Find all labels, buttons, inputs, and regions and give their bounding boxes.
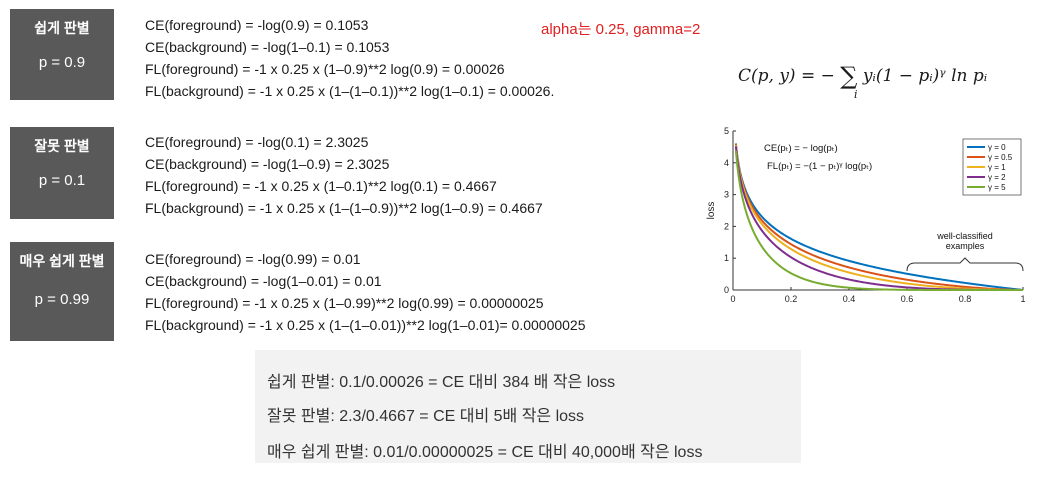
calc-line: FL(background) = -1 x 0.25 x (1–(1–0.9))…: [145, 200, 543, 216]
calc-line: FL(foreground) = -1 x 0.25 x (1–0.99)**2…: [145, 295, 544, 311]
calc-line: CE(foreground) = -log(0.1) = 2.3025: [145, 134, 369, 150]
ce-formula-annotation: CE(pₜ) = − log(pₜ): [764, 143, 838, 154]
summary-line: 매우 쉽게 판별: 0.01/0.00000025 = CE 대비 40,000…: [267, 444, 703, 461]
calc-lines-easy: CE(foreground) = -log(0.9) = 0.1053 CE(b…: [145, 14, 554, 102]
calc-line: CE(background) = -log(1–0.01) = 0.01: [145, 273, 382, 289]
focal-loss-formula: C(p, y) = − ∑ i yᵢ(1 − pᵢ)ᵞ ln pᵢ: [738, 62, 988, 101]
case-title: 매우 쉽게 판별: [19, 253, 105, 269]
x-tick-label: 0.4: [843, 294, 856, 304]
case-box-easy: 쉽게 판별 p = 0.9: [10, 9, 114, 100]
y-tick-label: 0: [724, 285, 729, 295]
calc-line: FL(background) = -1 x 0.25 x (1–(1–0.1))…: [145, 83, 555, 99]
case-box-very-easy: 매우 쉽게 판별 p = 0.99: [10, 242, 114, 341]
calc-line: CE(foreground) = -log(0.99) = 0.01: [145, 251, 361, 267]
legend-label: γ = 2: [988, 173, 1006, 182]
case-title: 쉽게 판별: [34, 20, 90, 36]
calc-line: FL(foreground) = -1 x 0.25 x (1–0.1)**2 …: [145, 178, 497, 194]
y-axis-label: loss: [706, 202, 717, 220]
well-classified-brace: [906, 257, 1024, 272]
case-box-wrong: 잘못 판별 p = 0.1: [10, 127, 114, 219]
case-probability: p = 0.9: [38, 54, 86, 71]
summation-index: i: [854, 88, 858, 101]
series-line-gamma-5: [734, 150, 1023, 291]
calc-line: CE(background) = -log(1–0.9) = 2.3025: [145, 156, 390, 172]
formula-rhs: yᵢ(1 − pᵢ)ᵞ ln pᵢ: [862, 66, 988, 86]
y-tick-label: 4: [724, 158, 729, 168]
case-probability: p = 0.1: [38, 172, 86, 189]
x-tick-label: 0: [730, 294, 735, 304]
calc-line: CE(foreground) = -log(0.9) = 0.1053: [145, 17, 369, 33]
summary-line: 잘못 판별: 2.3/0.4667 = CE 대비 5배 작은 loss: [267, 408, 585, 425]
series-line-gamma-0_5: [734, 144, 1024, 291]
case-probability: p = 0.99: [34, 291, 90, 308]
summation-symbol: ∑: [840, 62, 858, 90]
y-tick-label: 3: [724, 190, 729, 200]
calc-lines-very-easy: CE(foreground) = -log(0.99) = 0.01 CE(ba…: [145, 248, 586, 336]
legend-label: γ = 0.5: [988, 153, 1013, 162]
y-tick-label: 2: [724, 221, 729, 231]
calc-lines-wrong: CE(foreground) = -log(0.1) = 2.3025 CE(b…: [145, 131, 543, 219]
calc-line: FL(background) = -1 x 0.25 x (1–(1–0.01)…: [145, 317, 586, 333]
y-tick-label: 5: [724, 126, 729, 136]
series-line-gamma-0: [734, 143, 1024, 291]
well-classified-label: well-classified: [936, 231, 993, 241]
legend-label: γ = 1: [988, 163, 1006, 172]
x-tick-label: 0.2: [785, 294, 798, 304]
fl-formula-annotation: FL(pₜ) = −(1 − pₜ)ᵞ log(pₜ): [767, 161, 872, 172]
x-tick-label: 1: [1020, 294, 1025, 304]
alpha-gamma-note: alpha는 0.25, gamma=2: [541, 21, 701, 38]
calc-line: CE(background) = -log(1–0.1) = 0.1053: [145, 39, 390, 55]
summary-line: 쉽게 판별: 0.1/0.00026 = CE 대비 384 배 작은 loss: [267, 374, 616, 391]
case-title: 잘못 판별: [34, 138, 90, 154]
examples-label: examples: [946, 241, 985, 251]
x-tick-label: 0.8: [959, 294, 972, 304]
focal-loss-chart: 0 0.2 0.4 0.6 0.8 1 0 1 2 3 4 5 loss CE(pₜ) = − log(p…: [706, 126, 1026, 304]
x-tick-label: 0.6: [901, 294, 914, 304]
formula-lhs: C(p, y) = −: [738, 66, 835, 86]
legend-label: γ = 0: [988, 143, 1006, 152]
summary-box: 쉽게 판별: 0.1/0.00026 = CE 대비 384 배 작은 loss…: [255, 350, 801, 463]
y-tick-label: 1: [724, 253, 729, 263]
legend-label: γ = 5: [988, 183, 1006, 192]
calc-line: FL(foreground) = -1 x 0.25 x (1–0.9)**2 …: [145, 61, 505, 77]
